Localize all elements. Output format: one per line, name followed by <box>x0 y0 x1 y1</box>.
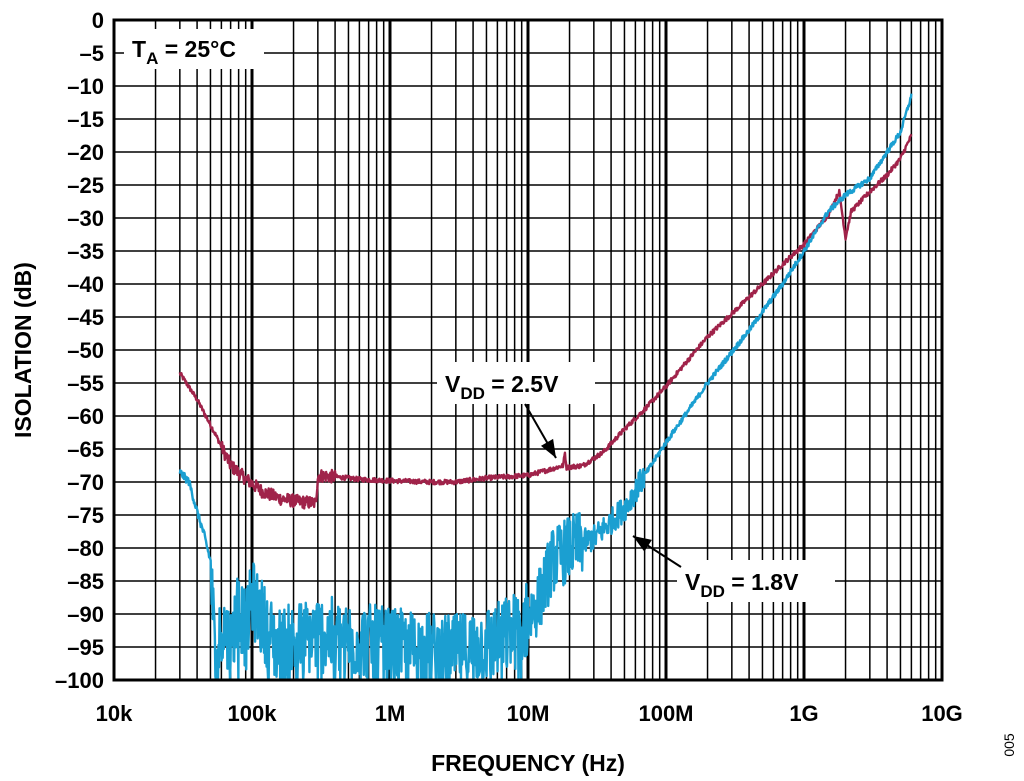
x-tick-label: 10G <box>921 701 963 726</box>
y-tick-label: –95 <box>67 635 104 660</box>
x-axis-title: FREQUENCY (Hz) <box>431 750 625 776</box>
y-tick-label: –10 <box>67 74 104 99</box>
series-vdd-1v8-arrow <box>632 535 682 568</box>
y-tick-label: –70 <box>67 470 104 495</box>
x-tick-label: 1G <box>789 701 818 726</box>
y-tick-label: –100 <box>55 668 104 693</box>
y-tick-label: –90 <box>67 602 104 627</box>
y-tick-label: –85 <box>67 569 104 594</box>
series-vdd-2v5-arrow <box>524 403 557 459</box>
series-vdd-2v5-label: VDD = 2.5V <box>437 362 595 404</box>
figure-id: 005 <box>1001 733 1017 757</box>
series-vdd-1v8-label-text: VDD = 1.8V <box>685 569 799 601</box>
y-tick-label: –45 <box>67 305 104 330</box>
y-tick-label: –50 <box>67 338 104 363</box>
series-lines <box>178 93 913 682</box>
y-tick-label: –15 <box>67 107 104 132</box>
series-vdd-1v8-line <box>178 93 913 682</box>
y-tick-label: –60 <box>67 404 104 429</box>
series-vdd-1v8-label: VDD = 1.8V <box>677 560 835 602</box>
x-tick-label: 10k <box>96 701 133 726</box>
condition-label-text: TA = 25°C <box>132 36 236 68</box>
plot-frame <box>112 18 944 682</box>
y-tick-labels: 0 –5 –10 –15 –20 –25 –30 –35 –40 –45 –50 –55 –60 –65 –… <box>55 8 104 693</box>
series-vdd-2v5-line <box>178 133 913 510</box>
y-tick-label: –40 <box>67 272 104 297</box>
y-tick-label: –35 <box>67 239 104 264</box>
y-tick-label: –25 <box>67 173 104 198</box>
y-tick-label: –20 <box>67 140 104 165</box>
x-tick-label: 10M <box>507 701 550 726</box>
condition-label: TA = 25°C <box>124 29 264 69</box>
y-tick-label: –75 <box>67 503 104 528</box>
y-tick-label: –80 <box>67 536 104 561</box>
annotations: TA = 25°C VDD = 2.5V VDD = 1.8V <box>124 29 835 602</box>
x-tick-labels: 10k 100k 1M 10M 100M 1G 10G <box>96 701 963 726</box>
y-tick-label: –30 <box>67 206 104 231</box>
y-tick-label: –5 <box>80 41 104 66</box>
x-tick-label: 100M <box>638 701 693 726</box>
y-tick-label: 0 <box>92 8 104 33</box>
y-tick-label: –65 <box>67 437 104 462</box>
x-tick-label: 100k <box>228 701 278 726</box>
x-tick-label: 1M <box>375 701 406 726</box>
series-vdd-2v5-label-text: VDD = 2.5V <box>445 371 559 403</box>
y-tick-label: –55 <box>67 371 104 396</box>
y-axis-title: ISOLATION (dB) <box>10 262 36 438</box>
